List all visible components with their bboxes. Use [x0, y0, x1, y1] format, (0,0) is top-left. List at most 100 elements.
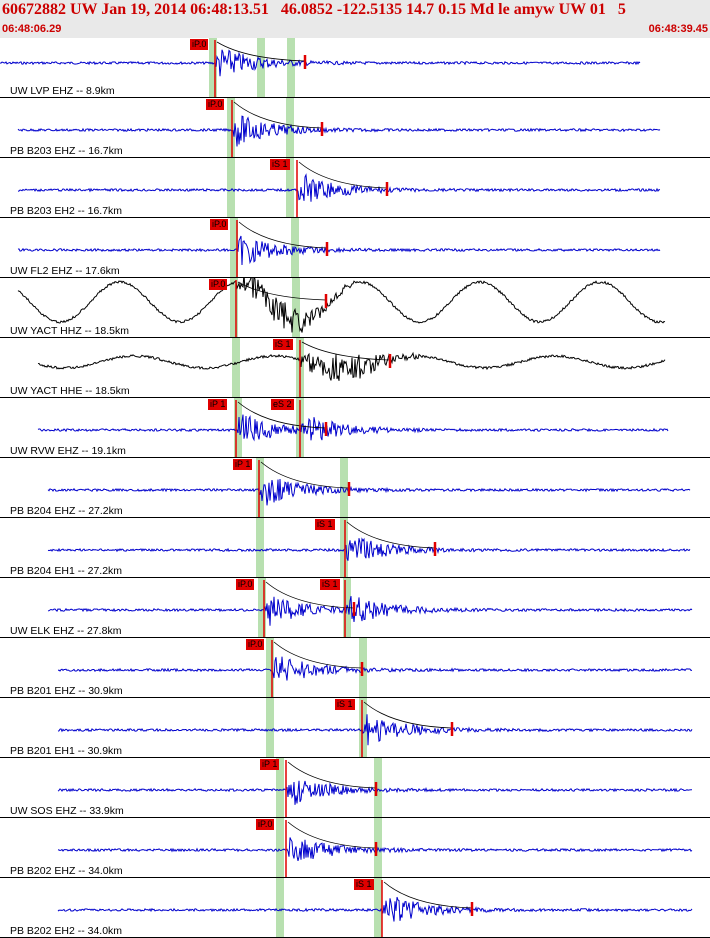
time-window-band — [292, 278, 300, 338]
phase-pick-label[interactable]: iP.0 — [246, 639, 265, 650]
station-label: PB B202 EH2 -- 34.0km — [10, 925, 123, 937]
phase-pick-label[interactable]: iP.0 — [210, 219, 229, 230]
waveform-plot — [0, 158, 710, 218]
phase-pick-label[interactable]: iP 1 — [233, 459, 253, 470]
time-window-band — [258, 578, 266, 638]
time-window-band — [276, 758, 284, 818]
waveform-trace — [37, 351, 666, 381]
waveform-plot — [0, 698, 710, 758]
time-end-label: 06:48:39.45 — [648, 23, 708, 35]
waveform-trace — [17, 278, 666, 333]
waveform-plot — [0, 278, 710, 338]
trace-panel: iS 1 PB B201 EH1 -- 30.9km — [0, 698, 710, 758]
waveform-trace — [47, 537, 691, 561]
station-label: UW SOS EHZ -- 33.9km — [10, 805, 124, 817]
event-header: 60672882 UW Jan 19, 2014 06:48:13.51 46.… — [0, 0, 710, 38]
time-window-band — [286, 98, 294, 158]
waveform-plot — [0, 518, 710, 578]
trace-panel: iS 1 PB B204 EH1 -- 27.2km — [0, 518, 710, 578]
station-label: PB B203 EH2 -- 16.7km — [10, 205, 123, 217]
station-label: PB B201 EHZ -- 30.9km — [10, 685, 123, 697]
station-label: UW YACT HHZ -- 18.5km — [10, 325, 130, 337]
time-window-band — [374, 758, 382, 818]
phase-pick-label[interactable]: iP 1 — [260, 759, 280, 770]
phase-pick-label[interactable]: iP 1 — [208, 399, 228, 410]
waveform-trace — [17, 235, 661, 266]
time-window-band — [227, 98, 235, 158]
time-window-band — [230, 218, 238, 278]
trace-panel: iP.0 PB B203 EHZ -- 16.7km — [0, 98, 710, 158]
event-title: 60672882 UW Jan 19, 2014 06:48:13.51 46.… — [2, 1, 626, 18]
phase-pick-label[interactable]: iS 1 — [273, 339, 293, 350]
time-window-band — [266, 638, 274, 698]
time-window-band — [359, 698, 367, 758]
phase-pick-label[interactable]: iP.0 — [236, 579, 255, 590]
time-window-band — [227, 158, 235, 218]
phase-pick-label[interactable]: iP.0 — [209, 279, 228, 290]
waveform-trace — [17, 173, 661, 202]
time-window-band — [340, 518, 348, 578]
station-label: PB B201 EH1 -- 30.9km — [10, 745, 123, 757]
phase-pick-label[interactable]: eS 2 — [271, 399, 294, 410]
coda-envelope-curve — [265, 581, 355, 609]
phase-pick-label[interactable]: iP.0 — [256, 819, 275, 830]
waveform-plot — [0, 218, 710, 278]
time-window-band — [256, 458, 264, 518]
time-start-label: 06:48:06.29 — [2, 23, 62, 35]
station-label: PB B204 EH1 -- 27.2km — [10, 565, 123, 577]
trace-panel: iP 1 PB B204 EHZ -- 27.2km — [0, 458, 710, 518]
waveform-plot — [0, 98, 710, 158]
waveform-plot — [0, 578, 710, 638]
trace-panel: iP.0 PB B202 EHZ -- 34.0km — [0, 818, 710, 878]
waveform-plot — [0, 38, 710, 98]
coda-envelope-curve — [238, 221, 328, 249]
waveform-plot — [0, 638, 710, 698]
trace-panel: iS 1 UW YACT HHE -- 18.5km — [0, 338, 710, 398]
phase-pick-label[interactable]: iP.0 — [190, 39, 209, 50]
waveform-plot — [0, 338, 710, 398]
waveform-trace — [57, 896, 693, 922]
time-window-band — [287, 38, 295, 98]
phase-pick-label[interactable]: iS 1 — [320, 579, 340, 590]
time-window-band — [256, 518, 264, 578]
station-label: UW YACT HHE -- 18.5km — [10, 385, 130, 397]
time-window-band — [276, 818, 284, 878]
trace-panel: iP.0 UW LVP EHZ -- 8.9km — [0, 38, 710, 98]
coda-envelope-curve — [287, 761, 377, 789]
trace-panel: iP.0 PB B201 EHZ -- 30.9km — [0, 638, 710, 698]
waveform-plot — [0, 398, 710, 458]
phase-pick-label[interactable]: iS 1 — [270, 159, 290, 170]
phase-pick-label[interactable]: iP.0 — [206, 99, 225, 110]
coda-envelope-curve — [260, 461, 350, 489]
time-window-band — [286, 158, 294, 218]
time-window-band — [266, 698, 274, 758]
time-window-band — [374, 878, 382, 938]
station-label: PB B204 EHZ -- 27.2km — [10, 505, 123, 517]
trace-panel: iP.0 iS 1 UW ELK EHZ -- 27.8km — [0, 578, 710, 638]
trace-panel: iP.0 UW YACT HHZ -- 18.5km — [0, 278, 710, 338]
coda-envelope-curve — [216, 41, 306, 62]
trace-panel: iS 1 PB B202 EH2 -- 34.0km — [0, 878, 710, 938]
station-label: UW FL2 EHZ -- 17.6km — [10, 265, 120, 277]
waveform-trace — [0, 49, 641, 77]
coda-envelope-curve — [363, 701, 453, 729]
coda-envelope-curve — [273, 641, 363, 669]
station-label: PB B203 EHZ -- 16.7km — [10, 145, 123, 157]
phase-pick-label[interactable]: iS 1 — [354, 879, 374, 890]
phase-pick-label[interactable]: iS 1 — [335, 699, 355, 710]
waveform-trace — [47, 595, 693, 626]
time-window-band — [230, 278, 238, 338]
time-window-band — [276, 878, 284, 938]
waveform-trace — [47, 478, 691, 506]
trace-panel: iS 1 PB B203 EH2 -- 16.7km — [0, 158, 710, 218]
trace-panel: iP 1 UW SOS EHZ -- 33.9km — [0, 758, 710, 818]
waveform-trace — [17, 115, 661, 147]
waveform-trace — [57, 656, 693, 681]
coda-envelope-curve — [383, 881, 473, 909]
phase-pick-label[interactable]: iS 1 — [315, 519, 335, 530]
station-label: UW LVP EHZ -- 8.9km — [10, 85, 115, 97]
coda-envelope-curve — [301, 341, 391, 361]
coda-envelope-curve — [233, 101, 323, 129]
trace-panel: iP 1 eS 2 UW RVW EHZ -- 19.1km — [0, 398, 710, 458]
station-label: PB B202 EHZ -- 34.0km — [10, 865, 123, 877]
